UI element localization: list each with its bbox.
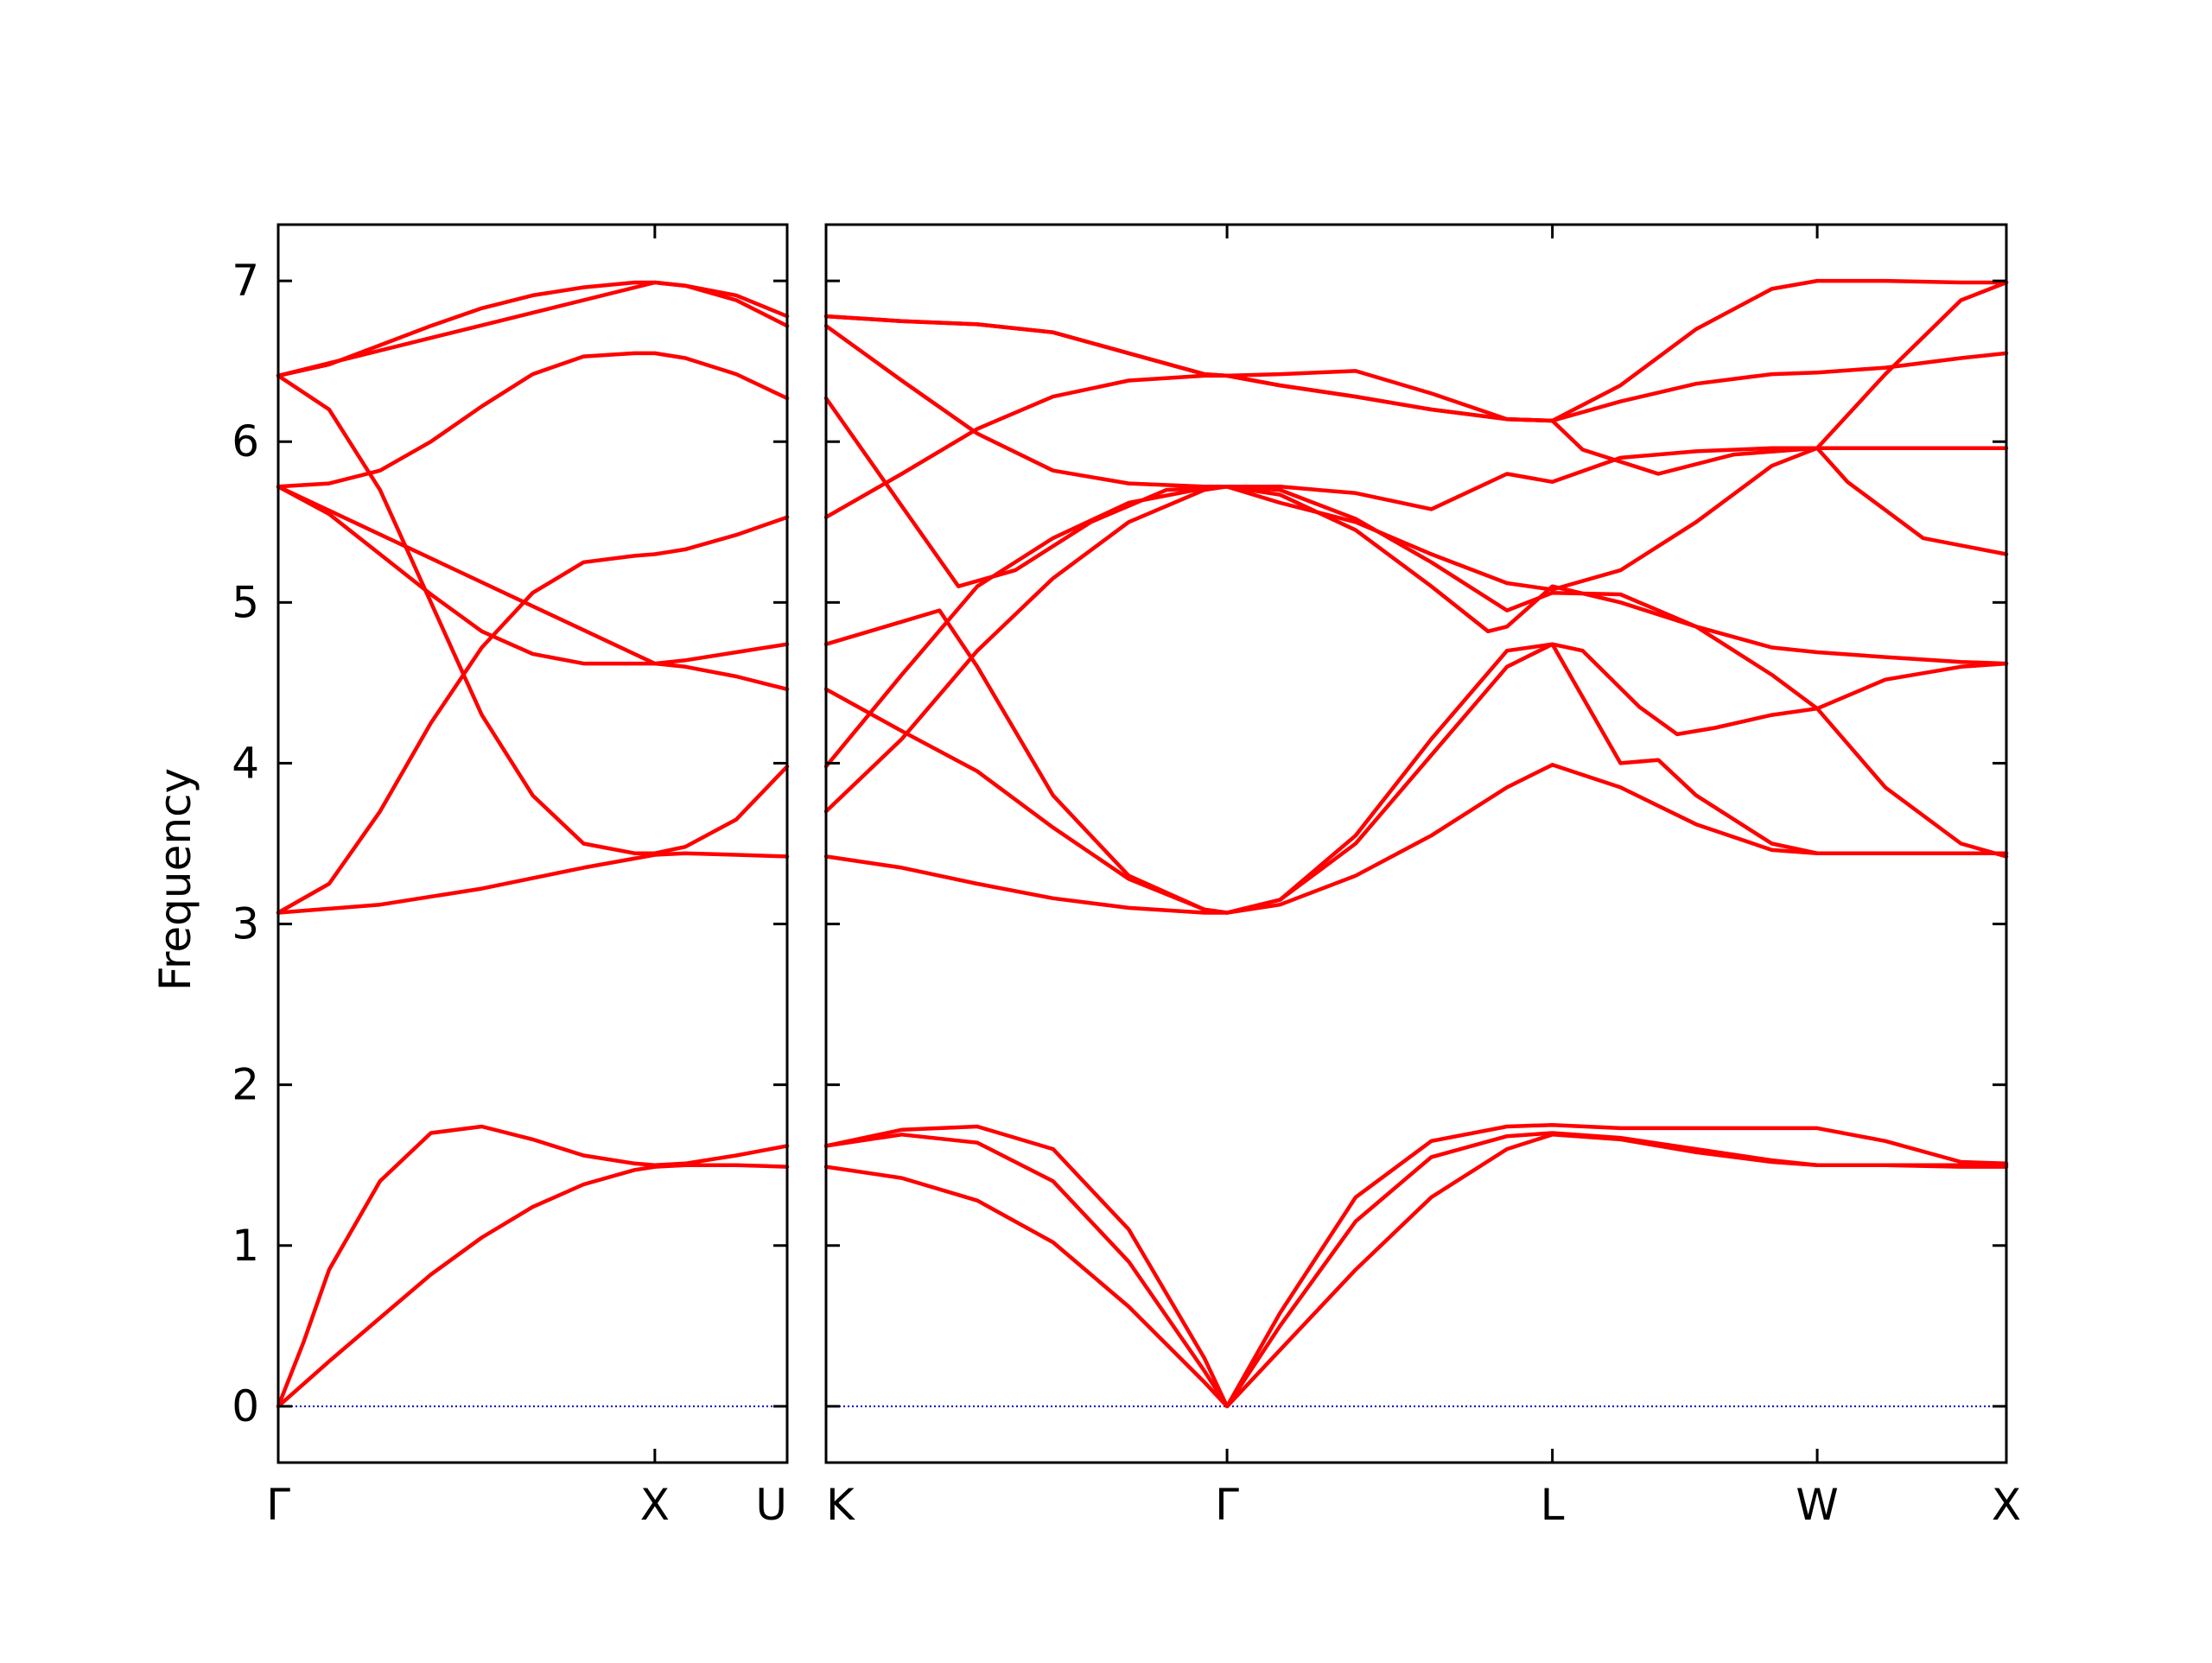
- band-line-7: [276, 485, 790, 666]
- x-tick-label-U: U: [755, 1480, 787, 1530]
- band-line-7: [823, 485, 2009, 859]
- plot-frame: [276, 223, 789, 1464]
- x-tick-label-K: K: [826, 1480, 855, 1530]
- y-tick-label: 7: [232, 256, 259, 306]
- y-tick-label: 4: [232, 738, 259, 788]
- x-tick-label-L: L: [1541, 1480, 1565, 1530]
- band-line-5: [823, 642, 2009, 915]
- y-tick-label: 2: [232, 1060, 259, 1110]
- band-line-5: [276, 373, 790, 855]
- band-line-2: [276, 1124, 790, 1409]
- y-tick-label: 3: [232, 899, 259, 949]
- band-line-12: [823, 280, 2009, 511]
- y-tick-label: 6: [232, 416, 259, 467]
- panel-1: 0 1 2 3 4 5 6 7 Γ X U: [232, 223, 790, 1530]
- band-line-6: [276, 485, 790, 692]
- x-tick-label-Γ: Γ: [1215, 1480, 1239, 1530]
- x-tick-label-W: W: [1796, 1480, 1838, 1530]
- band-line-3: [276, 851, 790, 915]
- band-line-10: [276, 280, 790, 378]
- plot-frame: [824, 223, 2008, 1464]
- band-line-1: [823, 1133, 2009, 1409]
- band-line-2: [823, 1131, 2009, 1409]
- band-line-9: [823, 396, 2009, 592]
- band-line-9: [276, 280, 790, 378]
- y-tick-label: 5: [232, 577, 259, 627]
- band-line-4: [823, 763, 2009, 915]
- y-tick-label: 0: [232, 1381, 259, 1431]
- band-line-11: [823, 314, 2009, 423]
- band-line-8: [276, 351, 790, 489]
- x-tick-label-Γ: Γ: [266, 1480, 290, 1530]
- band-line-1: [276, 1163, 790, 1409]
- band-line-8: [823, 485, 2009, 769]
- band-line-4: [276, 515, 790, 915]
- band-line-6: [823, 608, 2009, 915]
- band-line-3: [823, 1122, 2009, 1409]
- band-line-13: [823, 278, 2009, 423]
- x-tick-label-X: X: [1992, 1480, 2021, 1530]
- y-axis-label: Frequency: [150, 768, 200, 991]
- x-tick-label-X: X: [640, 1480, 670, 1530]
- y-tick-label: 1: [232, 1221, 259, 1271]
